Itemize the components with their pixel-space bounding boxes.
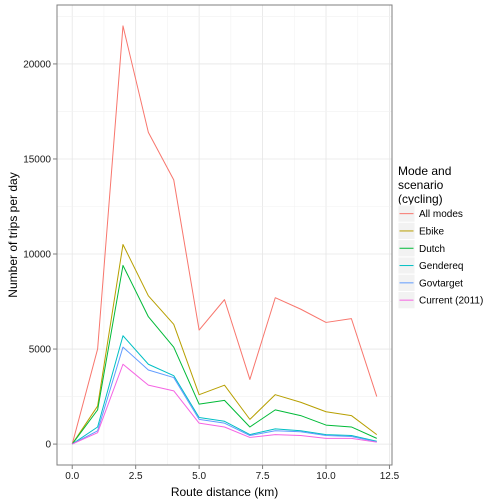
x-tick-label: 10.0 xyxy=(316,471,336,482)
series-line-6 xyxy=(72,363,377,445)
series-line-4 xyxy=(71,335,377,445)
legend-item: Dutch xyxy=(397,239,445,258)
axes: 0.0 2.5 5.0 7.5 10.0 12.5 0 5000 10000 15000 20000 xyxy=(23,59,399,482)
legend-title-line: (cycling) xyxy=(398,192,443,206)
y-tick-label: 5000 xyxy=(29,345,52,356)
legend-label: Gendereq xyxy=(419,261,463,272)
plot-panel-border xyxy=(56,4,393,466)
legend-title: Mode and scenario (cycling) xyxy=(398,164,451,206)
series-lines xyxy=(71,25,378,445)
y-tick-label: 0 xyxy=(45,440,51,451)
legend-label: Govtarget xyxy=(419,278,463,289)
x-tick-label: 0.0 xyxy=(65,471,79,482)
grid-lines xyxy=(57,5,392,465)
legend: Mode and scenario (cycling) All modes Ebike… xyxy=(397,164,483,310)
y-tick-label: 10000 xyxy=(23,250,51,261)
legend-title-line: scenario xyxy=(398,178,444,192)
legend-label: All modes xyxy=(419,209,463,220)
y-tick-label: 20000 xyxy=(23,59,51,70)
x-tick-label: 2.5 xyxy=(129,471,143,482)
x-axis-title: Route distance (km) xyxy=(171,485,278,499)
series-line-5 xyxy=(71,346,377,445)
y-tick-label: 15000 xyxy=(23,154,51,165)
legend-item: Current (2011) xyxy=(397,291,483,310)
series-line-3 xyxy=(71,264,377,445)
x-tick-label: 5.0 xyxy=(192,471,206,482)
legend-label: Dutch xyxy=(419,244,445,255)
x-tick-label: 12.5 xyxy=(380,471,400,482)
series-line-2 xyxy=(71,244,378,445)
legend-label: Current (2011) xyxy=(419,296,483,307)
x-tick-label: 7.5 xyxy=(256,471,270,482)
legend-title-line: Mode and xyxy=(398,164,451,178)
y-axis-title: Number of trips per day xyxy=(6,172,20,297)
series-line-1 xyxy=(71,25,378,445)
legend-label: Ebike xyxy=(419,226,444,237)
